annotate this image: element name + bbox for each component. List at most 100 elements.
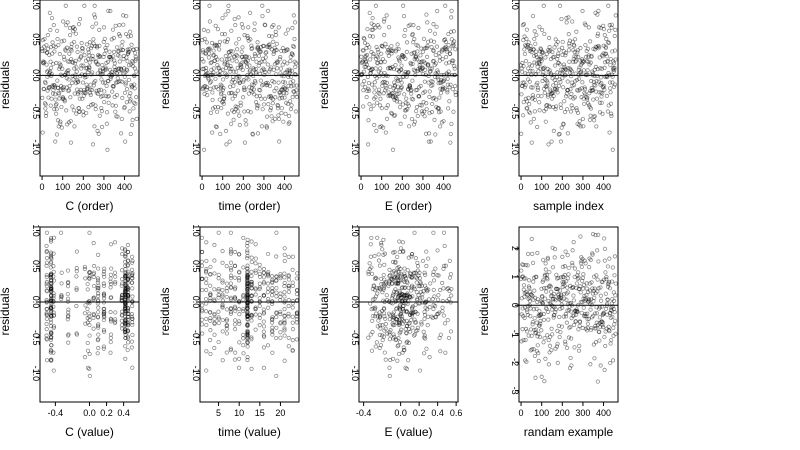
- data-point: [575, 309, 580, 314]
- data-point: [87, 351, 92, 357]
- data-point: [404, 318, 409, 323]
- data-point: [249, 269, 254, 274]
- data-point: [85, 85, 90, 90]
- data-point: [542, 379, 547, 384]
- data-point: [48, 305, 53, 310]
- data-point: [393, 62, 398, 68]
- data-point: [208, 292, 213, 297]
- data-point: [427, 94, 432, 100]
- data-point: [48, 323, 54, 329]
- data-point: [90, 70, 95, 75]
- data-point: [560, 39, 565, 45]
- data-point: [119, 283, 124, 288]
- data-point: [588, 39, 593, 44]
- data-point: [390, 317, 395, 322]
- data-point: [403, 273, 408, 279]
- data-point: [106, 8, 111, 13]
- data-point: [123, 288, 128, 293]
- data-point: [417, 270, 422, 275]
- x-tick-label: 200: [395, 182, 410, 192]
- data-point: [397, 304, 403, 309]
- data-point: [453, 83, 458, 89]
- data-point: [544, 103, 549, 108]
- data-point: [566, 15, 571, 20]
- data-point: [582, 313, 588, 318]
- data-point: [429, 79, 434, 84]
- data-point: [68, 47, 73, 52]
- data-point: [523, 43, 528, 48]
- data-point: [48, 285, 54, 290]
- data-point: [559, 292, 564, 297]
- x-tick-label: 15: [255, 408, 265, 418]
- data-point: [61, 96, 66, 101]
- data-point: [213, 23, 218, 28]
- data-point: [99, 105, 104, 111]
- data-point: [61, 85, 66, 90]
- data-point: [123, 332, 128, 337]
- data-point: [580, 116, 586, 122]
- data-point: [396, 78, 401, 84]
- data-point: [125, 296, 131, 302]
- data-point: [540, 72, 545, 77]
- data-point: [416, 293, 421, 298]
- data-point: [133, 101, 138, 106]
- data-point: [286, 121, 291, 126]
- data-point: [576, 270, 581, 275]
- data-point: [102, 36, 107, 41]
- data-point: [548, 56, 554, 62]
- data-point: [386, 93, 391, 99]
- data-point: [87, 276, 92, 281]
- data-point: [269, 65, 274, 70]
- data-point: [519, 69, 525, 74]
- data-point: [126, 336, 131, 341]
- data-point: [204, 87, 209, 92]
- data-point: [402, 274, 408, 279]
- data-point: [529, 85, 534, 90]
- data-point: [360, 82, 365, 87]
- y-tick-label: -2: [510, 358, 520, 366]
- data-point: [584, 328, 590, 333]
- data-point: [394, 47, 399, 52]
- data-point: [404, 366, 409, 371]
- data-point: [604, 326, 609, 331]
- data-point: [567, 66, 572, 71]
- data-point: [102, 310, 107, 315]
- data-point: [525, 106, 530, 111]
- data-point: [585, 101, 591, 106]
- data-point: [232, 294, 237, 300]
- data-point: [200, 38, 205, 43]
- data-point: [523, 96, 528, 101]
- data-point: [48, 250, 54, 255]
- data-point: [598, 285, 603, 290]
- data-point: [249, 286, 254, 291]
- data-point: [439, 49, 444, 54]
- data-point: [380, 56, 386, 62]
- data-point: [48, 288, 54, 294]
- data-point: [612, 273, 617, 278]
- data-point: [89, 56, 94, 61]
- data-point: [245, 329, 250, 334]
- data-point: [228, 230, 233, 235]
- data-point: [386, 311, 392, 316]
- data-point: [53, 103, 58, 108]
- data-point: [218, 131, 223, 137]
- data-point: [231, 83, 236, 89]
- data-point: [568, 355, 573, 361]
- data-point: [411, 270, 417, 275]
- data-point: [202, 84, 207, 89]
- data-point: [242, 109, 247, 114]
- data-point: [413, 320, 418, 325]
- data-point: [385, 73, 390, 79]
- data-point: [111, 49, 117, 54]
- data-point: [67, 83, 72, 89]
- data-point: [408, 329, 413, 334]
- data-point: [538, 299, 543, 304]
- data-point: [597, 100, 602, 105]
- data-point: [396, 320, 401, 325]
- data-point: [541, 340, 546, 345]
- data-point: [87, 270, 92, 275]
- data-point: [253, 305, 258, 310]
- data-point: [552, 255, 557, 260]
- data-point: [434, 24, 439, 29]
- data-point: [59, 292, 64, 298]
